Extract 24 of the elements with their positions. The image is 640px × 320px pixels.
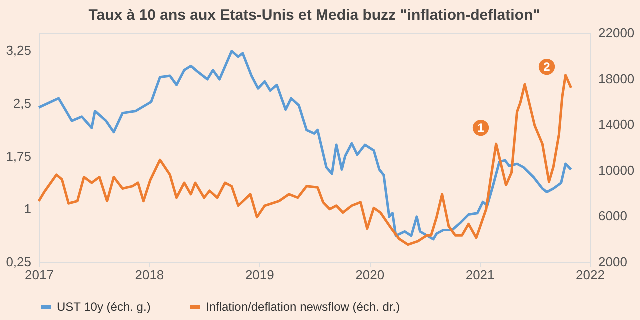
y2-tick-label: 6000 — [598, 208, 628, 224]
x-tick-label: 2018 — [135, 268, 164, 282]
y2-tick-label: 2000 — [598, 254, 628, 270]
annotation: 1 — [478, 121, 485, 135]
y2-tick-label: 14000 — [598, 117, 635, 132]
x-tick-label: 2020 — [356, 268, 385, 282]
y2-tick-label: 22000 — [598, 26, 635, 40]
x-tick-label: 2019 — [245, 268, 274, 282]
legend-label: UST 10y (éch. g.) — [57, 300, 151, 314]
line-series — [38, 50, 573, 241]
y-tick-label: 1,75 — [6, 148, 32, 164]
line-series — [38, 74, 573, 246]
y2-tick-label: 10000 — [598, 162, 635, 178]
legend-label: Inflation/deflation newsflow (éch. dr.) — [206, 300, 400, 314]
x-tick-label: 2022 — [576, 268, 605, 282]
y-tick-label: 0,25 — [6, 254, 32, 270]
y-tick-label: 2,5 — [13, 96, 32, 111]
chart-title: Taux à 10 ans aux Etats-Unis et Media buzz "inflation-deflation" — [88, 7, 540, 24]
annotation: 2 — [544, 60, 551, 74]
y2-tick-label: 18000 — [598, 71, 635, 86]
y-tick-label: 3,25 — [6, 43, 32, 58]
x-tick-label: 2017 — [25, 268, 54, 282]
y-tick-label: 1 — [24, 202, 32, 217]
x-tick-label: 2021 — [466, 268, 495, 282]
